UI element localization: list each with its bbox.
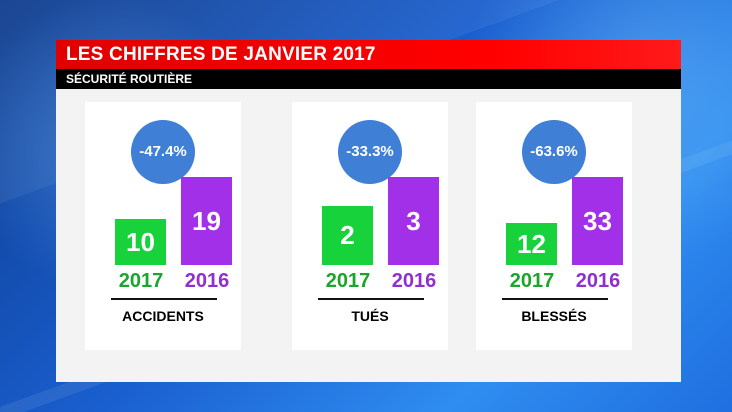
panel-blesses: -63.6% 12 33 2017 2016 BLESSÉS (476, 102, 632, 350)
year-label-2016: 2016 (184, 270, 230, 292)
change-badge: -47.4% (131, 120, 195, 184)
page-title: LES CHIFFRES DE JANVIER 2017 (56, 40, 681, 69)
bar-2016: 33 (572, 177, 623, 265)
year-label-2017: 2017 (325, 270, 371, 292)
bar-2017: 2 (322, 206, 373, 265)
year-label-2016: 2016 (575, 270, 621, 292)
divider (318, 298, 424, 300)
divider (502, 298, 608, 300)
year-label-2017: 2017 (509, 270, 555, 292)
bar-2016: 19 (181, 177, 232, 265)
panel-tues: -33.3% 2 3 2017 2016 TUÉS (292, 102, 448, 350)
divider (111, 298, 217, 300)
category-label: TUÉS (351, 308, 389, 324)
year-label-2016: 2016 (391, 270, 437, 292)
bar-2017: 10 (115, 219, 166, 265)
bar-2017: 12 (506, 223, 557, 265)
year-label-2017: 2017 (118, 270, 164, 292)
panel-accidents: -47.4% 10 19 2017 2016 ACCIDENTS (85, 102, 241, 350)
change-badge: -33.3% (338, 120, 402, 184)
category-label: BLESSÉS (521, 308, 587, 324)
page-subtitle: SÉCURITÉ ROUTIÈRE (56, 69, 681, 89)
bar-2016: 3 (388, 177, 439, 265)
category-label: ACCIDENTS (122, 308, 204, 324)
change-badge: -63.6% (522, 120, 586, 184)
infographic-card: LES CHIFFRES DE JANVIER 2017 SÉCURITÉ RO… (56, 40, 681, 382)
